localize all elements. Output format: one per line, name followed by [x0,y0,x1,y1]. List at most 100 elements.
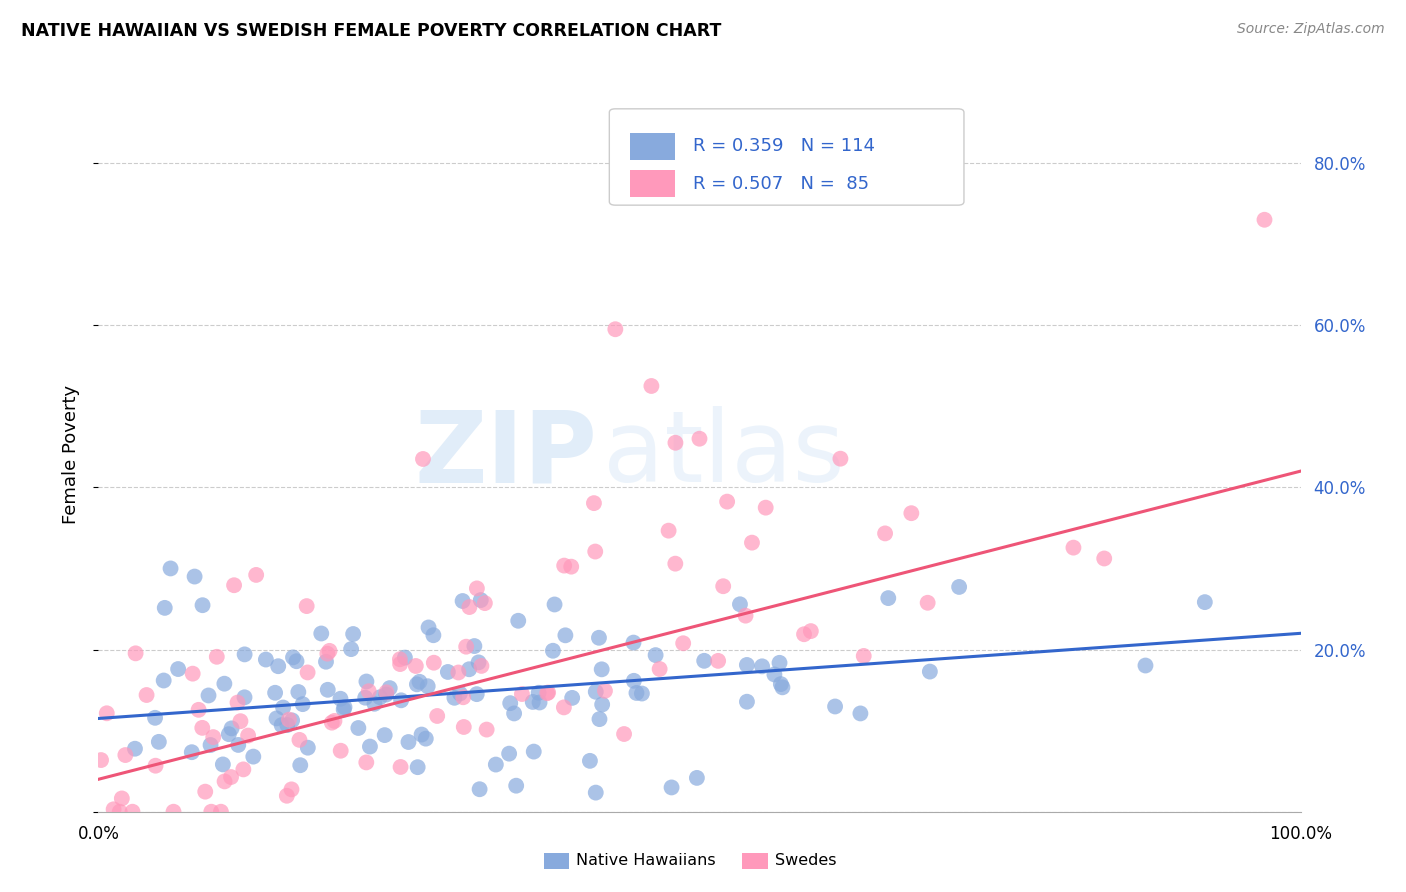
Point [579,754,602,768]
Point [378,681,401,695]
Point [167,662,190,676]
Point [693,654,716,668]
Point [849,706,872,721]
Point [297,665,319,680]
Point [270,718,292,732]
Point [143,711,166,725]
Text: R = 0.507   N =  85: R = 0.507 N = 85 [693,175,869,193]
Text: ZIP: ZIP [415,407,598,503]
Point [877,591,900,606]
Point [1253,212,1275,227]
Point [295,599,318,613]
Point [202,730,225,744]
Point [498,747,520,761]
Point [711,579,734,593]
Point [205,649,228,664]
Point [281,650,304,665]
Point [527,686,550,700]
FancyBboxPatch shape [609,109,965,205]
Point [356,756,378,770]
Point [716,494,738,508]
Point [389,760,412,774]
Y-axis label: Female Poverty: Female Poverty [62,385,80,524]
Point [411,727,433,741]
Point [416,679,439,693]
Point [422,628,444,642]
Point [311,626,333,640]
Point [285,654,308,668]
Point [356,674,378,689]
Point [451,594,474,608]
Point [388,652,411,666]
Point [508,614,530,628]
Point [323,714,346,728]
Point [291,697,314,711]
Point [1194,595,1216,609]
Point [194,785,217,799]
Point [197,689,219,703]
Point [561,690,583,705]
Point [465,687,488,701]
Point [152,673,174,688]
Point [375,688,398,702]
Point [222,578,245,592]
Text: Swedes: Swedes [775,854,837,868]
Point [214,774,236,789]
Point [437,665,460,679]
Point [543,598,565,612]
Point [183,569,205,583]
Point [114,747,136,762]
Point [475,723,498,737]
Point [474,596,496,610]
Point [124,646,146,660]
Point [226,738,249,752]
Point [672,636,695,650]
Point [233,690,256,705]
Point [108,805,131,819]
Point [288,732,311,747]
Point [124,741,146,756]
Point [689,432,711,446]
Point [219,770,242,784]
Point [233,648,256,662]
Point [316,682,339,697]
Point [354,690,377,705]
Point [456,640,478,654]
Point [503,706,526,721]
Point [318,644,340,658]
Point [553,700,575,714]
Point [541,644,564,658]
Point [735,657,758,672]
Point [585,685,607,699]
Point [443,690,465,705]
Point [1135,658,1157,673]
Point [281,714,304,728]
Point [588,631,610,645]
Point [316,647,339,661]
Point [212,757,235,772]
Point [347,721,370,735]
Point [408,674,430,689]
Point [214,676,236,690]
Point [458,662,481,676]
Point [623,673,645,688]
Point [280,782,302,797]
Point [453,720,475,734]
Point [200,805,222,819]
Point [374,728,396,742]
Point [236,729,259,743]
Point [591,662,613,676]
Text: Native Hawaiians: Native Hawaiians [576,854,716,868]
Point [470,659,492,673]
Point [181,666,204,681]
Point [315,655,337,669]
Point [276,789,298,803]
Point [463,639,485,653]
Point [406,760,429,774]
Point [423,656,446,670]
Point [187,703,209,717]
Point [321,715,343,730]
Point [357,684,380,698]
Point [406,677,429,691]
Point [824,699,846,714]
